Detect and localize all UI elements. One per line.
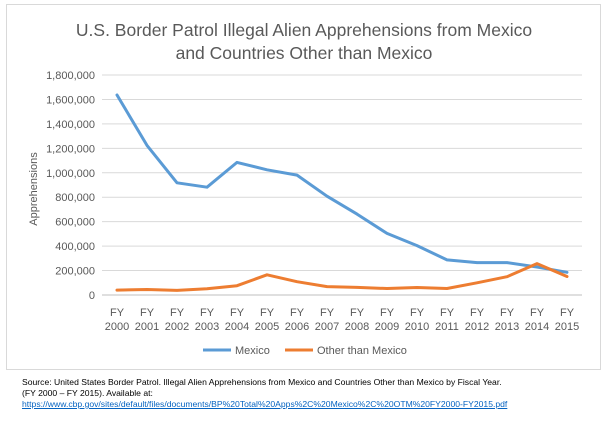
source-link[interactable]: https://www.cbp.gov/sites/default/files/…	[22, 399, 508, 409]
data-point	[445, 287, 449, 290]
x-tick-label: FY 2011	[435, 307, 459, 333]
data-point	[355, 286, 359, 289]
x-tick-label: FY 2013	[495, 307, 519, 333]
data-point	[235, 284, 239, 287]
data-point	[445, 258, 449, 262]
x-tick-label: FY 2004	[225, 307, 249, 333]
x-tick-label: FY 2010	[405, 307, 429, 333]
data-point	[265, 273, 269, 277]
y-tick-label: 1,800,000	[46, 70, 95, 82]
data-point	[145, 288, 149, 291]
x-tick-label: FY 2001	[135, 307, 159, 333]
data-point	[115, 288, 119, 292]
data-point	[475, 261, 479, 264]
series-line-other-than-mexico	[115, 262, 569, 292]
data-point	[475, 281, 479, 284]
source-note: Source: United States Border Patrol. Ill…	[22, 377, 602, 410]
data-point	[325, 285, 329, 288]
x-tick-label: FY 2005	[255, 307, 279, 333]
legend-label: Other than Mexico	[317, 345, 407, 357]
x-tick-label: FY 2003	[195, 307, 219, 333]
x-tick-label: FY 2015	[555, 307, 579, 333]
data-point	[355, 212, 359, 216]
gridlines	[102, 74, 582, 296]
data-point	[385, 287, 389, 290]
data-point	[505, 275, 509, 278]
y-tick-label: 800,000	[55, 192, 95, 204]
source-text-line-1: Source: United States Border Patrol. Ill…	[22, 377, 502, 387]
line-chart: U.S. Border Patrol Illegal Alien Apprehe…	[28, 20, 582, 357]
chart-title-line-2: and Countries Other than Mexico	[176, 43, 433, 63]
y-tick-label: 1,000,000	[46, 168, 95, 180]
data-point	[415, 286, 419, 289]
x-tick-label: FY 2000	[105, 307, 129, 333]
y-tick-label: 0	[89, 290, 95, 302]
data-point	[505, 261, 509, 264]
x-tick-label: FY 2002	[165, 307, 189, 333]
chart-container: U.S. Border Patrol Illegal Alien Apprehe…	[6, 4, 601, 370]
y-tick-label: 400,000	[55, 241, 95, 253]
data-point	[565, 275, 569, 278]
data-point	[295, 173, 299, 177]
x-tick-label: FY 2007	[315, 307, 339, 333]
x-tick-label: FY 2014	[525, 307, 549, 333]
chart-title-line-1: U.S. Border Patrol Illegal Alien Apprehe…	[76, 20, 532, 40]
data-point	[175, 181, 179, 184]
data-point	[535, 265, 539, 269]
x-tick-label: FY 2006	[285, 307, 309, 333]
data-point	[235, 161, 239, 164]
y-tick-label: 1,200,000	[46, 143, 95, 155]
y-tick-label: 1,400,000	[46, 119, 95, 131]
y-axis-label: Apprehensions	[28, 152, 40, 226]
x-tick-label: FY 2012	[465, 307, 489, 333]
series-lines	[115, 93, 569, 292]
data-point	[205, 287, 209, 290]
legend-label: Mexico	[235, 345, 270, 357]
x-tick-label: FY 2009	[375, 307, 399, 333]
y-tick-label: 600,000	[55, 217, 95, 229]
data-point	[145, 144, 149, 147]
y-axis-tick-labels: 0 200,000 400,000 600,000 800,000 1,000,000 1,…	[46, 70, 95, 302]
data-point	[565, 271, 569, 274]
data-point	[535, 262, 539, 265]
x-tick-label: FY 2008	[345, 307, 369, 333]
data-point	[385, 232, 389, 235]
data-point	[325, 195, 329, 198]
data-point	[205, 186, 209, 189]
legend: Mexico Other than Mexico	[203, 345, 407, 357]
source-text-line-2: (FY 2000 – FY 2015). Available at:	[22, 388, 153, 398]
y-tick-label: 200,000	[55, 266, 95, 278]
series-line-mexico	[115, 93, 569, 274]
y-tick-label: 1,600,000	[46, 94, 95, 106]
data-point	[265, 168, 269, 172]
data-point	[415, 244, 419, 247]
data-point	[295, 280, 299, 283]
data-point	[115, 93, 119, 97]
data-point	[175, 289, 179, 292]
